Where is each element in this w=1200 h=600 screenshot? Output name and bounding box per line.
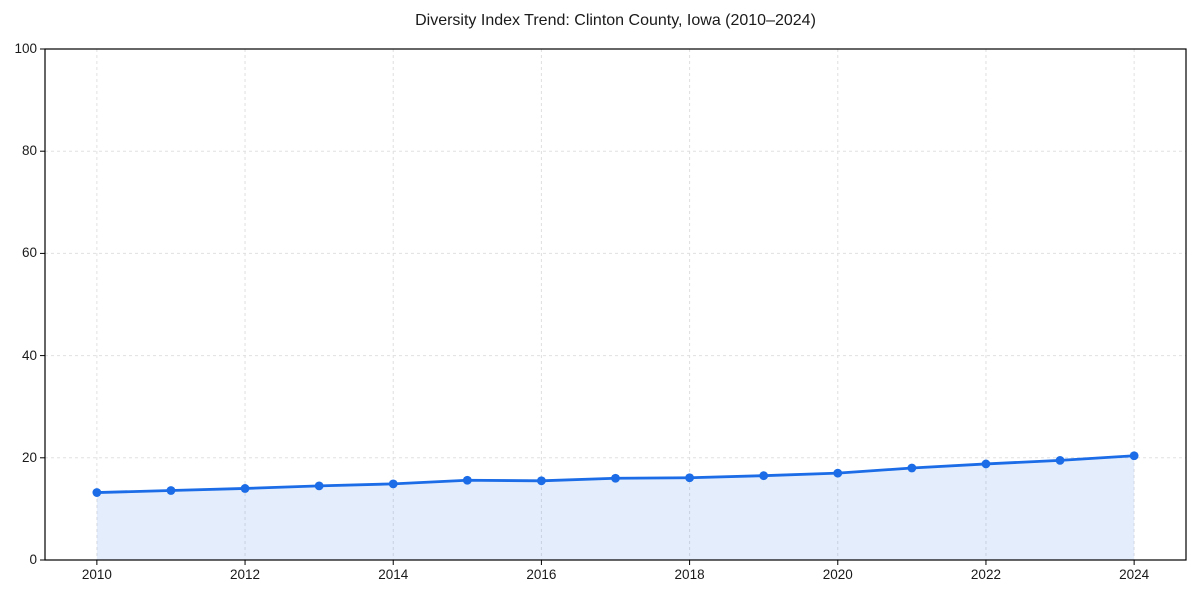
y-tick-label: 100 xyxy=(14,41,37,56)
data-point-marker xyxy=(833,468,843,478)
x-tick-label: 2020 xyxy=(822,567,853,582)
y-tick-label: 60 xyxy=(21,245,37,261)
y-tick-label: 80 xyxy=(21,143,37,159)
x-tick-label: 2024 xyxy=(1119,567,1150,582)
data-point-marker xyxy=(240,484,250,493)
data-point-marker xyxy=(462,475,472,485)
data-point-marker xyxy=(611,473,620,483)
x-tick-label: 2022 xyxy=(970,567,1001,582)
y-tick-label: 0 xyxy=(29,552,37,567)
data-point-marker xyxy=(537,476,546,486)
x-tick-label: 2012 xyxy=(230,567,261,582)
x-tick-label: 2018 xyxy=(674,567,705,582)
data-point-marker xyxy=(907,463,917,473)
data-point-marker xyxy=(1055,455,1065,465)
data-point-marker xyxy=(759,471,769,481)
x-tick-label: 2016 xyxy=(526,567,557,582)
data-point-marker xyxy=(981,459,991,469)
data-point-marker xyxy=(166,486,176,495)
data-point-marker xyxy=(92,488,102,497)
y-tick-label: 40 xyxy=(21,347,37,363)
area-fill xyxy=(96,455,1135,560)
data-point-marker xyxy=(314,481,324,491)
chart-title: Diversity Index Trend: Clinton County, I… xyxy=(415,12,816,29)
plot-frame xyxy=(44,48,1187,561)
data-point-marker xyxy=(388,479,398,489)
data-point-marker xyxy=(685,473,694,483)
y-tick-label: 20 xyxy=(21,449,37,465)
data-point-marker xyxy=(1129,451,1139,461)
x-tick-label: 2010 xyxy=(81,567,112,582)
x-tick-label: 2014 xyxy=(378,567,409,582)
